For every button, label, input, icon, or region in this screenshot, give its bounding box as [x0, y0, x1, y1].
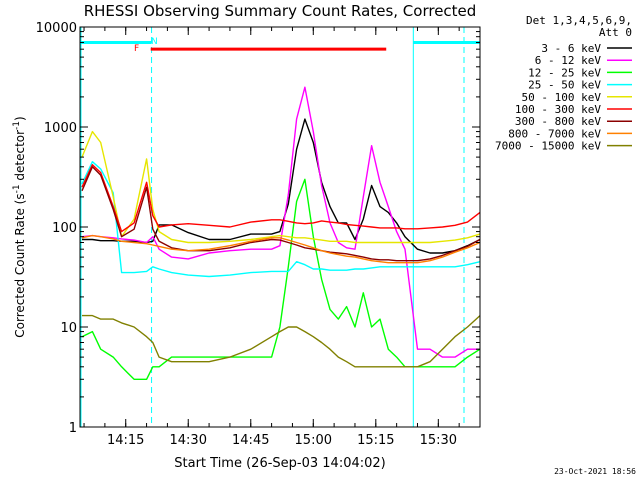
chart-title: RHESSI Observing Summary Count Rates, Co… [84, 2, 477, 20]
x-axis-label: Start Time (26-Sep-03 14:04:02) [174, 456, 385, 471]
footer-timestamp: 23-Oct-2021 18:56 [554, 467, 636, 476]
legend-label: 7000 - 15000 keV [495, 140, 601, 153]
annotation-n: N [151, 37, 158, 47]
series-line [82, 314, 481, 368]
legend-label: 3 - 6 keV [541, 42, 601, 55]
x-tick-label: 15:15 [357, 433, 394, 448]
legend-header-line-2: Att 0 [599, 26, 632, 39]
legend-header-line-1: Det 1,3,4,5,6,9, [526, 14, 632, 27]
legend-label: 12 - 25 keV [528, 66, 601, 79]
series-line [81, 160, 481, 278]
series-line [81, 166, 481, 262]
legend-label: 100 - 300 keV [515, 103, 601, 116]
legend-label: 25 - 50 keV [528, 79, 601, 92]
x-tick-label: 15:00 [295, 433, 332, 448]
x-axis: 14:15 14:30 14:45 15:00 15:15 15:30 [83, 27, 460, 448]
y-tick-label: 10 [60, 321, 77, 336]
y-tick-label: 1000 [44, 121, 77, 136]
x-tick-label: 14:30 [170, 433, 207, 448]
annotation-f: F [134, 44, 139, 54]
legend-label: 300 - 800 keV [515, 115, 601, 128]
series-layer [81, 86, 481, 380]
x-tick-label: 14:45 [232, 433, 269, 448]
series-line [81, 130, 481, 244]
y-axis-label-mid: detector [13, 130, 27, 185]
series-line [81, 86, 480, 358]
legend-label: 6 - 12 keV [535, 54, 602, 67]
legend-label: 800 - 7000 keV [508, 127, 601, 140]
y-axis-label: Corrected Count Rate (s-1 detector-1) [12, 116, 27, 337]
x-tick-label: 15:30 [420, 433, 457, 448]
x-tick-label: 14:15 [107, 433, 144, 448]
y-axis-label-main: Corrected Count Rate (s [13, 193, 27, 337]
series-line [81, 234, 481, 264]
y-axis: 1 10 100 1000 10000 [36, 21, 480, 436]
legend-label: 50 - 100 keV [522, 91, 602, 104]
series-line [81, 163, 481, 233]
y-tick-label: 10000 [36, 21, 77, 36]
y-axis-label-sup1: -1 [12, 184, 22, 193]
y-tick-label: 1 [69, 421, 77, 436]
y-axis-label-sup2: -1 [12, 121, 22, 130]
series-line [82, 118, 481, 254]
y-axis-label-tail: ) [13, 116, 27, 121]
y-tick-label: 100 [52, 221, 77, 236]
